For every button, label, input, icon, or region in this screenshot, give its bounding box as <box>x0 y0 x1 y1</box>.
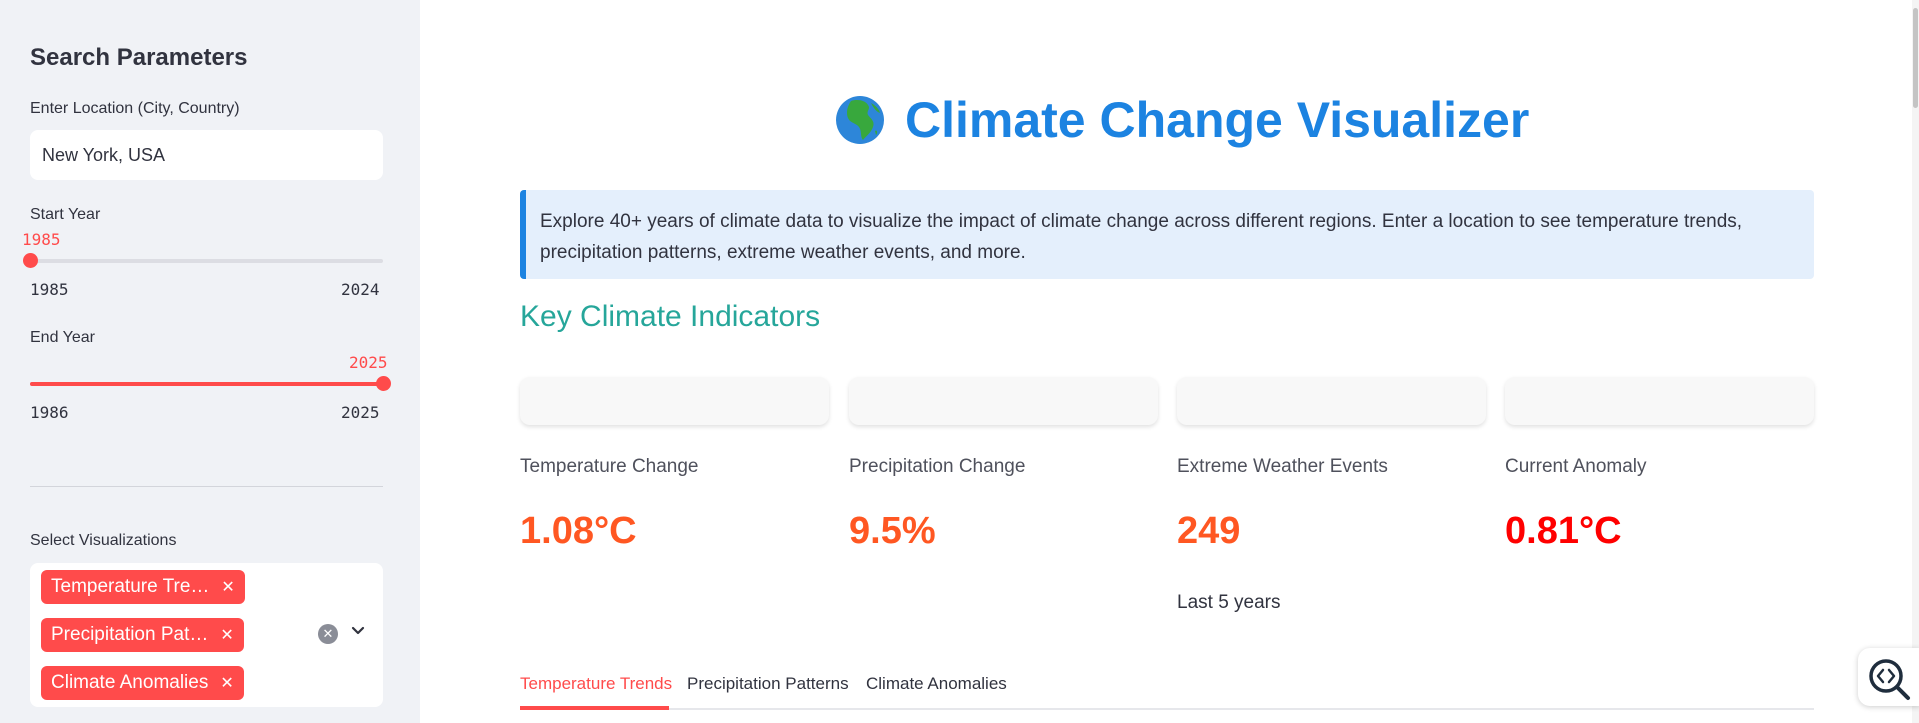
scrollbar-thumb[interactable] <box>1913 8 1918 108</box>
tab-climate-anomalies[interactable]: Climate Anomalies <box>866 674 1007 693</box>
remove-chip-icon[interactable]: ✕ <box>220 675 234 692</box>
sidebar-divider <box>30 486 383 487</box>
location-input[interactable]: New York, USA <box>30 130 383 180</box>
section-title: Key Climate Indicators <box>520 300 821 333</box>
end-year-max: 2025 <box>341 403 380 422</box>
inspect-search-icon <box>1869 659 1910 700</box>
metric-value-anomaly: 0.81°C <box>1505 510 1622 552</box>
tab-temperature-trends[interactable]: Temperature Trends <box>520 674 673 693</box>
slider-fill <box>30 382 383 386</box>
active-tab-indicator <box>520 706 669 710</box>
end-year-slider[interactable]: 2025 <box>30 353 391 399</box>
visualizations-multiselect[interactable]: Temperature Tre… ✕ Precipitation Pat… ✕ Cl… <box>30 563 383 707</box>
sidebar: Search Parameters Enter Location (City, … <box>0 0 420 723</box>
remove-chip-icon[interactable]: ✕ <box>220 627 234 644</box>
slider-thumb[interactable] <box>23 253 38 268</box>
tab-precipitation-patterns[interactable]: Precipitation Patterns <box>687 674 849 693</box>
start-year-max: 2024 <box>341 280 380 299</box>
metric-card <box>520 377 829 425</box>
metric-label-temperature: Temperature Change <box>520 456 699 477</box>
chip-label: Climate Anomalies <box>51 672 209 693</box>
end-year-min: 1986 <box>30 403 69 422</box>
location-label: Enter Location (City, Country) <box>30 100 240 117</box>
page-title: Climate Change Visualizer <box>905 92 1530 148</box>
end-year-value: 2025 <box>349 353 388 372</box>
metric-label-precipitation: Precipitation Change <box>849 456 1026 477</box>
clear-all-icon[interactable]: ✕ <box>318 624 338 644</box>
start-year-label: Start Year <box>30 206 101 223</box>
page-scrollbar[interactable] <box>1912 0 1919 723</box>
start-year-slider[interactable]: 1985 <box>22 230 383 276</box>
sidebar-title: Search Parameters <box>30 44 248 71</box>
slider-thumb[interactable] <box>376 376 391 391</box>
slider-track <box>30 259 383 263</box>
chip-climate-anomalies[interactable]: Climate Anomalies ✕ <box>41 666 244 700</box>
metric-value-extreme-weather: 249 <box>1177 510 1241 552</box>
metric-sub-extreme-weather: Last 5 years <box>1177 592 1281 613</box>
chip-label: Temperature Tre… <box>51 576 210 597</box>
page-header: Climate Change Visualizer <box>835 90 1529 150</box>
metric-card <box>1505 377 1814 425</box>
chip-temperature-trends[interactable]: Temperature Tre… ✕ <box>41 570 245 604</box>
chevron-down-icon[interactable] <box>348 621 368 641</box>
start-year-value: 1985 <box>22 230 61 249</box>
inspect-button[interactable] <box>1858 648 1919 706</box>
metric-label-anomaly: Current Anomaly <box>1505 456 1647 477</box>
remove-chip-icon[interactable]: ✕ <box>221 579 235 596</box>
chip-label: Precipitation Pat… <box>51 624 209 645</box>
metric-label-extreme-weather: Extreme Weather Events <box>1177 456 1388 477</box>
info-alert: Explore 40+ years of climate data to vis… <box>520 190 1814 279</box>
metric-value-precipitation: 9.5% <box>849 510 936 552</box>
globe-africa-icon <box>836 96 884 144</box>
start-year-min: 1985 <box>30 280 69 299</box>
visualizations-label: Select Visualizations <box>30 532 177 549</box>
metric-card <box>849 377 1158 425</box>
metric-card <box>1177 377 1486 425</box>
visualization-tabs: Temperature Trends Precipitation Pattern… <box>520 668 1814 710</box>
metric-value-temperature: 1.08°C <box>520 510 637 552</box>
tabs-baseline <box>520 708 1814 710</box>
end-year-label: End Year <box>30 329 95 346</box>
chip-precipitation-patterns[interactable]: Precipitation Pat… ✕ <box>41 618 244 652</box>
